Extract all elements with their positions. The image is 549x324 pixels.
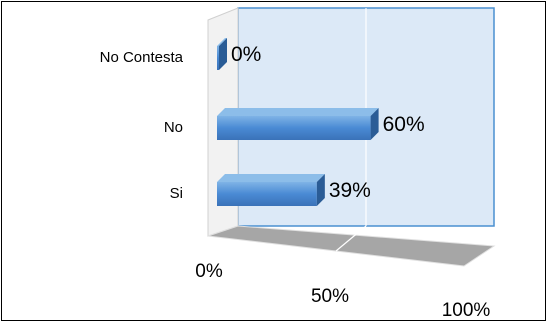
value-label: 0% <box>231 43 261 66</box>
bar-top-face <box>217 108 379 116</box>
value-label: 39% <box>329 179 371 202</box>
category-label: Si <box>170 185 183 202</box>
bar-front-face <box>217 182 317 206</box>
value-label: 60% <box>383 113 425 136</box>
x-tick-label: 50% <box>311 286 349 307</box>
bar-side-face <box>370 108 379 140</box>
bar-no-contesta <box>217 38 227 70</box>
x-tick-label: 100% <box>442 300 491 321</box>
floor <box>207 225 496 267</box>
bar-top-face <box>217 38 227 46</box>
bar-top-face <box>217 174 325 182</box>
floor-gridline-50 <box>335 225 367 252</box>
category-label: No <box>164 119 183 136</box>
bar-side-face <box>316 174 325 206</box>
x-tick-label: 0% <box>195 261 223 282</box>
bar-front-face <box>217 46 219 70</box>
bar-front-face <box>217 116 371 140</box>
category-label: No Contesta <box>100 49 184 66</box>
bar-si <box>217 174 325 206</box>
bar-side-face <box>219 38 227 70</box>
bar-no <box>217 108 379 140</box>
